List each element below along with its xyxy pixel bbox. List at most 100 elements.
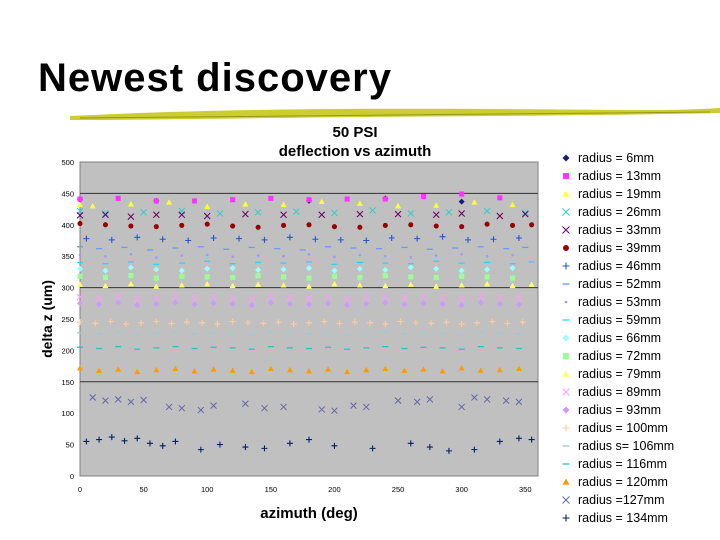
legend-marker-icon — [562, 226, 570, 234]
data-point — [191, 198, 198, 204]
data-point — [407, 281, 414, 287]
series-radius-53mm — [78, 253, 514, 259]
data-point — [204, 274, 210, 280]
data-point — [521, 210, 529, 218]
data-point — [362, 403, 370, 411]
legend-marker-icon — [562, 406, 570, 414]
series-radius-13mm — [77, 191, 503, 204]
data-point — [77, 265, 83, 272]
data-point — [256, 254, 260, 257]
legend-marker-icon — [562, 208, 570, 216]
data-point — [331, 442, 338, 449]
x-tick-label: 350 — [519, 485, 532, 494]
legend-label: radius = 59mm — [578, 313, 662, 327]
data-point — [178, 211, 186, 219]
data-point — [204, 280, 211, 287]
data-point — [382, 222, 388, 228]
data-point — [159, 442, 166, 449]
y-tick-label: 200 — [61, 346, 74, 355]
data-point — [483, 207, 491, 215]
data-point — [412, 319, 419, 326]
legend-label: radius = 72mm — [578, 349, 662, 363]
data-point — [204, 221, 210, 227]
data-point — [96, 436, 103, 443]
data-point — [528, 436, 535, 443]
data-point — [153, 266, 160, 273]
data-point — [408, 222, 414, 228]
y-tick-label: 100 — [61, 409, 74, 418]
legend-label: radius = 66mm — [578, 331, 662, 345]
legend-item: radius =127mm — [560, 491, 718, 509]
data-point — [363, 237, 370, 244]
data-point — [229, 282, 236, 289]
data-point — [367, 319, 374, 326]
data-point — [102, 282, 109, 289]
x-axis-label: azimuth (deg) — [260, 505, 358, 522]
data-point — [286, 234, 293, 241]
data-point — [529, 222, 535, 228]
series-radius-46mm — [83, 233, 522, 244]
legend-label: radius = 79mm — [578, 367, 662, 381]
chart-title: 50 PSI — [332, 124, 378, 141]
data-point — [248, 295, 256, 303]
data-point — [382, 299, 389, 306]
data-point — [471, 394, 478, 401]
data-point — [428, 320, 435, 327]
data-point — [331, 267, 338, 274]
data-point — [395, 202, 402, 209]
data-point — [407, 440, 414, 447]
data-point — [267, 365, 274, 372]
data-point — [356, 282, 363, 288]
data-point — [129, 253, 133, 256]
data-point — [331, 209, 338, 217]
series-radius-s-106mm — [77, 331, 522, 336]
y-tick-label: 0 — [70, 472, 74, 481]
data-point — [115, 195, 121, 201]
data-point — [140, 396, 147, 404]
data-point — [324, 293, 332, 301]
data-point — [204, 203, 211, 209]
data-point — [477, 367, 484, 373]
data-point — [210, 293, 217, 301]
series-radius-72mm — [77, 273, 516, 281]
data-point — [471, 446, 478, 453]
data-point — [76, 212, 84, 219]
data-point — [152, 294, 160, 302]
data-point — [331, 273, 337, 279]
data-point — [459, 224, 465, 230]
data-point — [333, 255, 336, 259]
legend-label: radius = 46mm — [578, 259, 662, 273]
data-point — [77, 300, 83, 307]
data-point — [382, 196, 388, 202]
data-point — [229, 318, 236, 325]
y-tick-label: 150 — [61, 378, 74, 387]
data-point — [306, 197, 312, 203]
data-point — [407, 264, 414, 271]
data-point — [172, 365, 179, 372]
data-point — [102, 222, 108, 228]
data-point — [420, 293, 427, 301]
data-point — [230, 197, 236, 203]
data-point — [515, 398, 523, 406]
data-point — [231, 255, 234, 259]
data-point — [183, 319, 190, 326]
series-radius-52mm — [77, 246, 529, 251]
data-point — [458, 210, 466, 217]
data-point — [471, 199, 478, 205]
data-point — [344, 302, 351, 309]
series-radius-33mm — [76, 210, 529, 220]
data-point — [356, 265, 363, 272]
data-point — [210, 300, 217, 307]
y-tick-label: 400 — [61, 221, 74, 230]
data-point — [331, 407, 338, 415]
x-tick-label: 100 — [201, 485, 214, 494]
legend-item: radius = 26mm — [560, 203, 718, 221]
data-point — [261, 404, 268, 412]
legend-item: radius = 46mm — [560, 257, 718, 275]
data-point — [153, 198, 159, 204]
data-point — [128, 223, 134, 229]
data-point — [255, 267, 262, 274]
data-point — [89, 202, 96, 209]
data-point — [210, 402, 217, 410]
data-point — [146, 440, 153, 447]
